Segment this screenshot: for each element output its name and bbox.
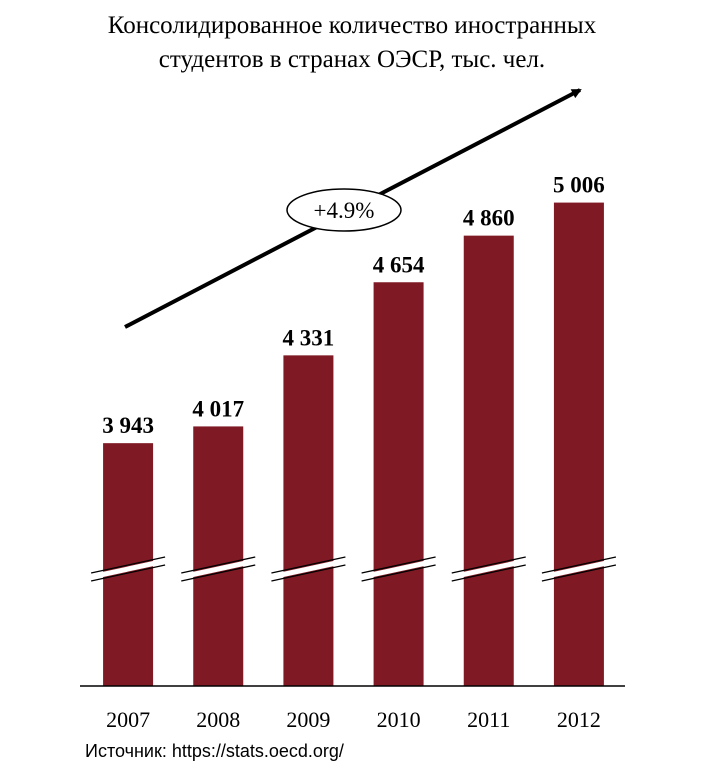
axis-break xyxy=(451,564,526,582)
value-label: 4 331 xyxy=(283,325,335,350)
axis-break xyxy=(451,556,526,574)
x-tick-label: 2008 xyxy=(196,707,240,732)
axis-break xyxy=(541,564,617,582)
axis-break-gap xyxy=(541,558,617,580)
axis-break xyxy=(271,556,346,574)
x-tick-label: 2011 xyxy=(467,707,510,732)
value-label: 3 943 xyxy=(102,413,154,438)
chart-title: Консолидированное количество иностранных xyxy=(108,12,597,39)
axis-break-gap xyxy=(90,558,166,580)
axis-break-gap xyxy=(270,558,346,580)
axis-break xyxy=(90,556,166,574)
x-tick-label: 2012 xyxy=(557,707,601,732)
axis-break xyxy=(271,564,346,582)
x-tick-label: 2009 xyxy=(286,707,330,732)
axis-break xyxy=(181,564,256,582)
bar xyxy=(283,355,334,686)
bar xyxy=(553,202,604,686)
source: Источник: https://stats.oecd.org/ xyxy=(85,741,344,761)
bar xyxy=(193,426,244,686)
axis-break xyxy=(361,564,436,582)
bar xyxy=(373,282,424,686)
axis-break-gap xyxy=(361,558,437,580)
axis-break xyxy=(181,556,256,574)
x-tick-label: 2010 xyxy=(377,707,421,732)
annotation-ellipse xyxy=(286,188,402,232)
value-label: 4 860 xyxy=(463,206,515,231)
axis-break xyxy=(361,556,436,574)
value-label: 4 654 xyxy=(373,252,425,277)
x-tick-label: 2007 xyxy=(106,707,150,732)
value-label: 4 017 xyxy=(192,396,244,421)
value-label: 5 006 xyxy=(553,173,605,198)
axis-break-gap xyxy=(180,558,256,580)
chart-subtitle: студентов в странах ОЭСР, тыс. чел. xyxy=(159,46,545,73)
axis-break-gap xyxy=(451,558,527,580)
axis-break xyxy=(541,556,617,574)
bar xyxy=(463,235,514,686)
axis-break xyxy=(90,564,166,582)
annotation: +4.9% xyxy=(314,198,375,223)
